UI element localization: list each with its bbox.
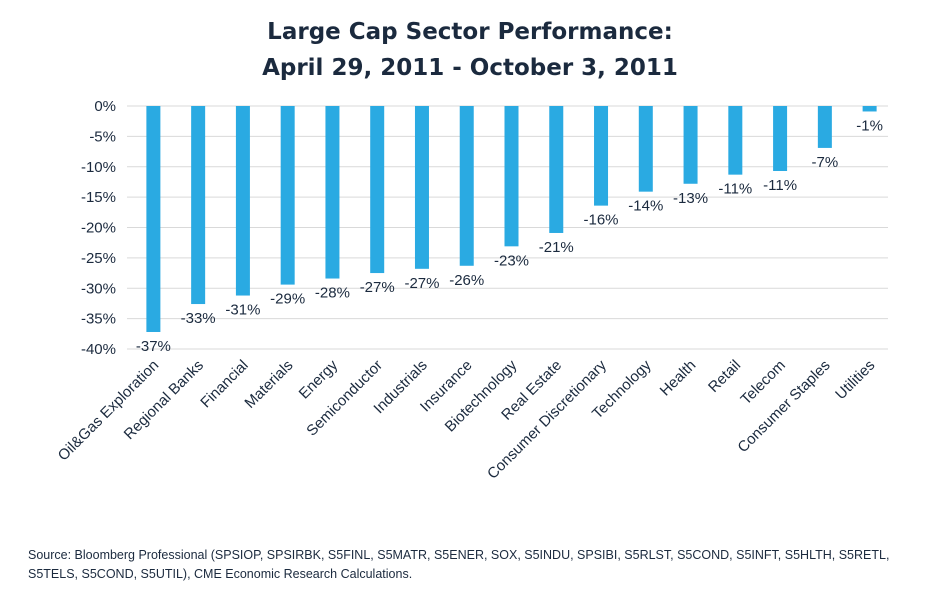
bar (728, 106, 743, 175)
data-label: -23% (494, 252, 529, 269)
data-label: -21% (539, 239, 574, 256)
y-tick-label: -40% (81, 341, 116, 358)
bar (862, 106, 877, 112)
bar-chart: 0%-5%-10%-15%-20%-25%-30%-35%-40% -37%Oil… (55, 98, 888, 483)
bar (235, 106, 250, 296)
y-tick-label: -35% (81, 311, 116, 328)
chart-title-line-1: Large Cap Sector Performance: (267, 19, 673, 45)
chart-title-line-2: April 29, 2011 - October 3, 2011 (262, 55, 678, 81)
data-label: -1% (856, 117, 883, 134)
y-tick-label: 0% (94, 98, 116, 115)
data-label: -27% (360, 279, 395, 296)
x-tick-label: Materials (241, 357, 296, 412)
bar (414, 106, 429, 269)
y-tick-label: -30% (81, 280, 116, 297)
bar (325, 106, 340, 279)
bar (504, 106, 519, 247)
y-tick-label: -20% (81, 220, 116, 237)
source-note: Source: Bloomberg Professional (SPSIOP, … (28, 548, 890, 581)
data-label: -31% (225, 302, 260, 319)
bar (191, 106, 206, 305)
bar (459, 106, 474, 266)
data-label: -11% (763, 177, 797, 194)
bar (638, 106, 653, 192)
y-tick-label: -5% (89, 128, 116, 145)
x-tick-label: Retail (705, 357, 744, 396)
data-label: -26% (449, 272, 484, 289)
x-tick-label: Health (657, 357, 700, 400)
bar (280, 106, 295, 285)
y-tick-label: -15% (81, 189, 116, 206)
data-label: -27% (404, 275, 439, 292)
data-label: -28% (315, 285, 350, 302)
bar (683, 106, 698, 184)
data-label: -16% (584, 212, 619, 229)
bar (817, 106, 832, 148)
data-label: -11% (718, 181, 752, 198)
bar (370, 106, 385, 274)
x-tick-label: Utilities (832, 357, 878, 403)
y-tick-label: -10% (81, 159, 116, 176)
data-label: -33% (181, 310, 216, 327)
x-tick-label: Regional Banks (121, 357, 207, 443)
y-tick-label: -25% (81, 250, 116, 267)
bar (594, 106, 609, 206)
data-label: -14% (628, 198, 663, 215)
data-label: -29% (270, 291, 305, 308)
bar (146, 106, 161, 332)
bar (549, 106, 564, 233)
bar (773, 106, 788, 172)
data-label: -37% (136, 338, 171, 355)
data-label: -7% (812, 154, 839, 171)
data-label: -13% (673, 190, 708, 207)
